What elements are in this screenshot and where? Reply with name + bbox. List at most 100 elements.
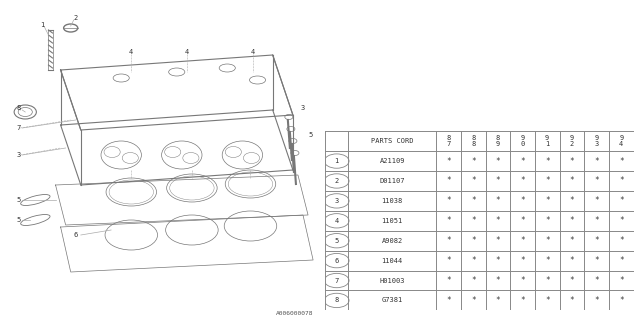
Text: *: * xyxy=(619,156,623,165)
Text: *: * xyxy=(520,236,525,245)
Text: *: * xyxy=(495,196,500,205)
Text: A9082: A9082 xyxy=(381,238,403,244)
Text: *: * xyxy=(471,296,476,305)
Text: *: * xyxy=(471,276,476,285)
Text: *: * xyxy=(570,236,574,245)
Text: *: * xyxy=(595,176,599,186)
Text: 9
4: 9 4 xyxy=(619,135,623,147)
Text: *: * xyxy=(520,176,525,186)
Text: 4: 4 xyxy=(129,49,133,55)
Text: *: * xyxy=(495,276,500,285)
Text: D01107: D01107 xyxy=(380,178,405,184)
Text: *: * xyxy=(471,176,476,186)
Text: 7: 7 xyxy=(16,125,20,131)
Text: *: * xyxy=(570,176,574,186)
Text: 3: 3 xyxy=(335,198,339,204)
Text: *: * xyxy=(570,156,574,165)
Text: *: * xyxy=(570,256,574,265)
Text: 8
7: 8 7 xyxy=(446,135,451,147)
Text: 5: 5 xyxy=(16,197,20,203)
Text: *: * xyxy=(545,256,550,265)
Text: *: * xyxy=(545,236,550,245)
Text: *: * xyxy=(520,196,525,205)
Text: *: * xyxy=(520,276,525,285)
Text: *: * xyxy=(570,216,574,225)
Text: *: * xyxy=(595,296,599,305)
Text: 8: 8 xyxy=(335,298,339,303)
Text: 9
2: 9 2 xyxy=(570,135,574,147)
Text: *: * xyxy=(619,176,623,186)
Text: *: * xyxy=(619,196,623,205)
Text: *: * xyxy=(495,176,500,186)
Text: *: * xyxy=(619,256,623,265)
Text: 6: 6 xyxy=(74,232,78,238)
Text: *: * xyxy=(471,216,476,225)
Text: 5: 5 xyxy=(335,238,339,244)
Text: A21109: A21109 xyxy=(380,158,405,164)
Text: *: * xyxy=(446,176,451,186)
Text: 1: 1 xyxy=(335,158,339,164)
Text: *: * xyxy=(619,216,623,225)
Text: *: * xyxy=(446,296,451,305)
Text: *: * xyxy=(545,296,550,305)
Text: *: * xyxy=(619,276,623,285)
Text: *: * xyxy=(570,296,574,305)
Text: *: * xyxy=(471,196,476,205)
Text: *: * xyxy=(595,236,599,245)
Text: *: * xyxy=(520,156,525,165)
Text: *: * xyxy=(446,196,451,205)
Text: 9
0: 9 0 xyxy=(520,135,525,147)
Text: *: * xyxy=(619,296,623,305)
Text: H01003: H01003 xyxy=(380,277,405,284)
Text: *: * xyxy=(595,276,599,285)
Text: *: * xyxy=(446,236,451,245)
Text: *: * xyxy=(471,256,476,265)
Text: *: * xyxy=(446,256,451,265)
Text: 4: 4 xyxy=(185,49,189,55)
Text: *: * xyxy=(446,216,451,225)
Text: *: * xyxy=(545,176,550,186)
Text: *: * xyxy=(495,156,500,165)
Text: 5: 5 xyxy=(309,132,313,138)
Text: 5: 5 xyxy=(16,217,20,223)
Text: 7: 7 xyxy=(335,277,339,284)
Text: 4: 4 xyxy=(250,49,255,55)
Text: *: * xyxy=(471,236,476,245)
Text: 11044: 11044 xyxy=(381,258,403,264)
Text: 2: 2 xyxy=(74,15,78,21)
Text: 11051: 11051 xyxy=(381,218,403,224)
Text: 8
8: 8 8 xyxy=(471,135,476,147)
Text: *: * xyxy=(619,236,623,245)
Text: 8
9: 8 9 xyxy=(496,135,500,147)
Text: 3: 3 xyxy=(16,152,20,158)
Text: *: * xyxy=(520,256,525,265)
Text: G7381: G7381 xyxy=(381,298,403,303)
Text: *: * xyxy=(595,256,599,265)
Text: 4: 4 xyxy=(335,218,339,224)
Text: *: * xyxy=(520,296,525,305)
Text: *: * xyxy=(446,156,451,165)
Text: 11038: 11038 xyxy=(381,198,403,204)
Text: *: * xyxy=(570,276,574,285)
Text: *: * xyxy=(446,276,451,285)
Text: *: * xyxy=(495,216,500,225)
Text: 8: 8 xyxy=(16,105,20,111)
Text: 9
3: 9 3 xyxy=(595,135,598,147)
Text: *: * xyxy=(545,196,550,205)
Text: *: * xyxy=(595,156,599,165)
Text: 1: 1 xyxy=(40,22,45,28)
Text: *: * xyxy=(545,276,550,285)
Text: *: * xyxy=(471,156,476,165)
Text: *: * xyxy=(495,236,500,245)
Text: *: * xyxy=(495,296,500,305)
Text: 2: 2 xyxy=(335,178,339,184)
Text: *: * xyxy=(520,216,525,225)
Text: 6: 6 xyxy=(335,258,339,264)
Text: 9
1: 9 1 xyxy=(545,135,549,147)
Text: 3: 3 xyxy=(301,105,305,111)
Text: *: * xyxy=(545,156,550,165)
Text: A006000078: A006000078 xyxy=(276,311,313,316)
Text: *: * xyxy=(570,196,574,205)
Text: *: * xyxy=(595,216,599,225)
Text: *: * xyxy=(545,216,550,225)
